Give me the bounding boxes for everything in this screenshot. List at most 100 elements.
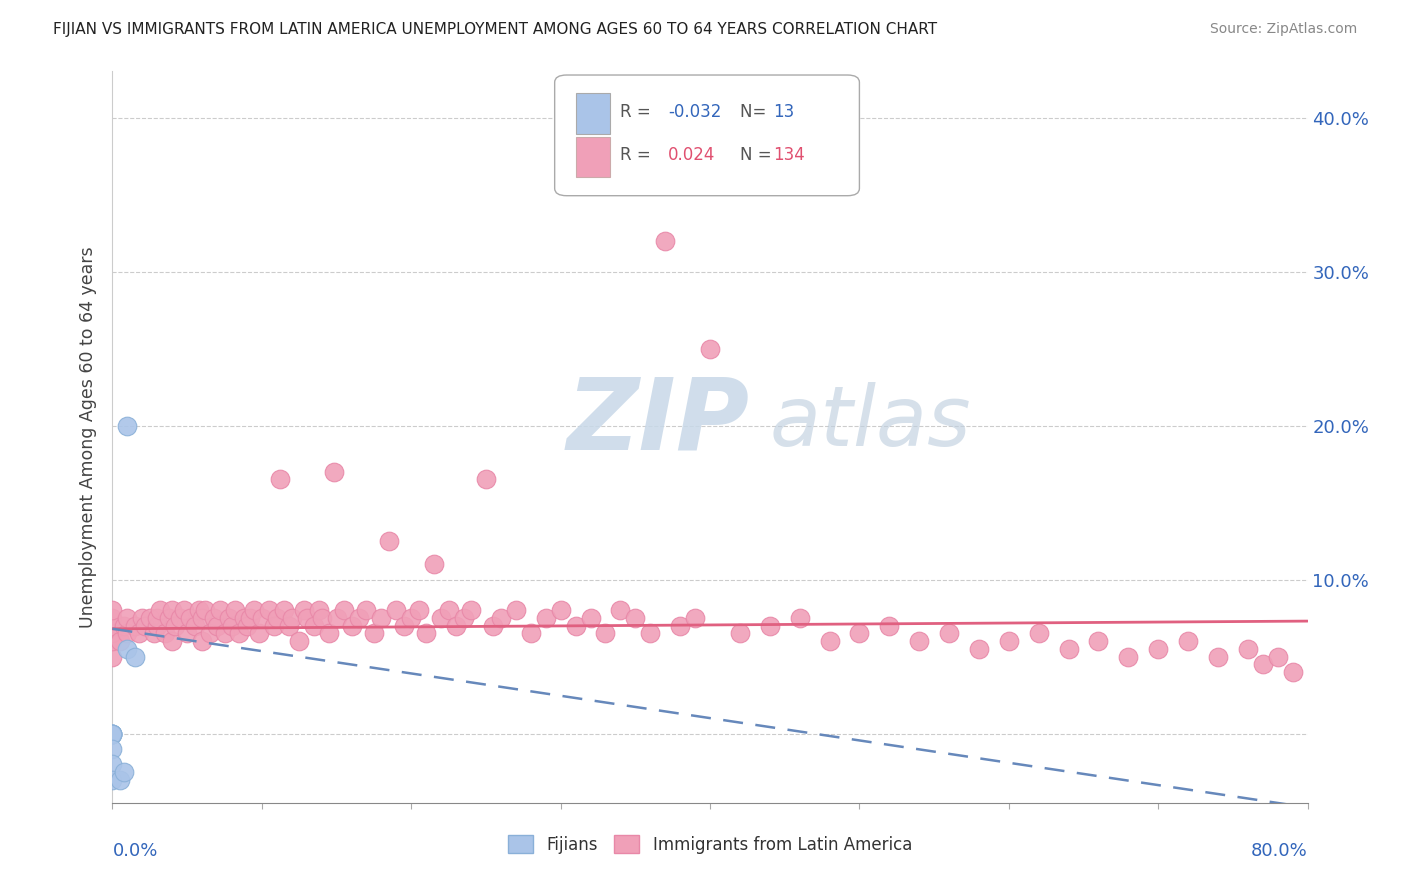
Point [281,611,304,625]
Point [967,641,990,656]
Point [1177,634,1199,648]
Point [108,634,131,648]
Point [101,649,124,664]
Point [550,603,572,617]
Point [879,618,901,632]
Point [101,611,124,625]
Point [1237,641,1260,656]
Point [194,603,217,617]
Point [534,611,557,625]
Point [273,603,295,617]
Point [347,611,370,625]
Point [146,618,169,632]
Point [214,626,236,640]
Point [139,611,162,625]
Point [683,611,706,625]
Point [430,611,453,625]
Point [564,618,586,632]
Text: FIJIAN VS IMMIGRANTS FROM LATIN AMERICA UNEMPLOYMENT AMONG AGES 60 TO 64 YEARS C: FIJIAN VS IMMIGRANTS FROM LATIN AMERICA … [53,22,938,37]
Point [1267,649,1289,664]
Point [378,534,401,549]
Point [173,603,195,617]
Point [475,472,498,486]
Point [131,611,153,625]
Point [205,618,228,632]
Point [117,611,139,625]
Point [239,611,262,625]
Point [101,772,124,787]
Point [308,603,330,617]
Point [108,772,131,787]
Point [101,626,124,640]
Point [1251,657,1274,672]
Point [908,634,931,648]
Point [117,626,139,640]
Point [699,342,721,356]
Point [340,618,363,632]
Point [101,726,124,740]
Text: ZIP: ZIP [567,374,749,471]
Point [128,626,150,640]
Point [356,603,378,617]
Point [759,618,782,632]
Text: N =: N = [740,146,776,164]
Point [250,611,273,625]
Point [1206,649,1229,664]
Point [101,742,124,756]
Point [101,618,124,632]
Point [1057,641,1080,656]
Text: -0.032: -0.032 [668,103,721,120]
Point [202,611,225,625]
Point [243,603,266,617]
Point [938,626,960,640]
Text: 80.0%: 80.0% [1251,842,1308,860]
Point [453,611,475,625]
Point [165,618,187,632]
Point [437,603,460,617]
Point [179,611,201,625]
Point [218,611,240,625]
Point [149,603,172,617]
Point [117,641,139,656]
Point [247,626,270,640]
Text: 0.024: 0.024 [668,146,716,164]
Point [153,626,176,640]
Point [169,611,191,625]
Point [295,611,318,625]
Point [162,634,183,648]
Point [117,418,139,433]
Point [363,626,385,640]
Point [176,626,198,640]
Point [789,611,811,625]
Point [157,611,180,625]
Point [385,603,408,617]
Text: atlas: atlas [770,382,972,463]
Point [333,603,356,617]
Point [259,603,281,617]
Point [277,618,299,632]
Point [1118,649,1140,664]
Point [482,618,505,632]
Point [183,618,205,632]
Point [209,603,232,617]
Point [322,465,344,479]
Point [1147,641,1170,656]
Point [422,557,444,571]
Point [444,618,467,632]
Point [266,611,288,625]
Point [221,618,243,632]
Point [101,726,124,740]
Point [579,611,602,625]
Point [728,626,751,640]
Point [401,611,423,625]
Text: 13: 13 [773,103,794,120]
Point [101,757,124,772]
Point [114,618,135,632]
Point [370,611,392,625]
Point [162,603,183,617]
Point [124,618,146,632]
Point [114,764,135,779]
Point [624,611,647,625]
FancyBboxPatch shape [576,94,610,134]
Point [263,618,285,632]
